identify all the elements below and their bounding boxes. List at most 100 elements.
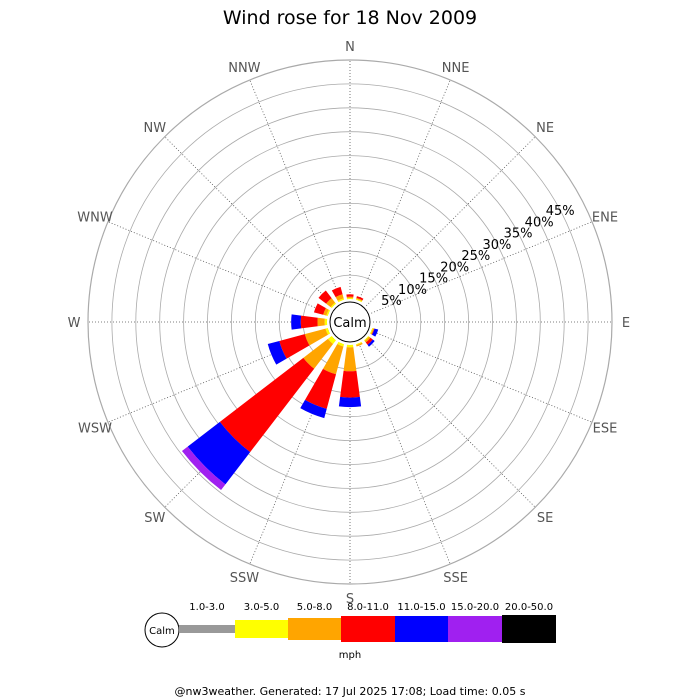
bar-se-bin-3 [365,337,373,345]
bar-nw-bin-3 [318,290,332,304]
bar-wsw-bin-1 [325,327,331,335]
bar-n-bin-2 [346,296,354,299]
bar-ese-bin-4 [371,328,379,337]
legend-swatch-1 [235,620,288,638]
wind-bars [181,286,379,491]
percent-labels: 5%10%15%20%25%30%35%40%45% [381,204,575,309]
bar-sw-bin-1 [327,336,336,345]
grid-ring [207,179,493,465]
legend-label-0: 1.0-3.0 [189,602,224,613]
bar-wnw-bin-1 [326,309,331,317]
bar-se-bin-1 [364,336,370,342]
direction-label-sse: SSE [443,571,468,586]
bar-nne-bin-1 [355,298,362,303]
calm-circle: Calm [329,301,371,343]
legend-label-1: 3.0-5.0 [244,602,279,613]
legend-unit: mph [339,650,361,661]
spoke-nnw [249,79,342,301]
direction-label-ene: ENE [592,210,618,225]
bar-nne-bin-3 [356,296,364,301]
direction-label-n: N [345,40,355,55]
grid-ring [183,155,517,489]
percent-label: 25% [461,249,490,264]
bar-ese-bin-3 [371,328,375,335]
bar-s-bin-1 [346,344,354,348]
legend-label-2: 5.0-8.0 [297,602,332,613]
bar-w-bin-3 [300,315,318,329]
direction-label-s: S [346,592,354,607]
legend-swatch-5 [448,616,502,642]
spoke-ese [371,330,593,423]
bar-ssw-bin-2 [322,343,344,375]
direction-label-nw: NW [144,121,167,136]
legend-swatch-0 [179,625,235,633]
bar-sse-bin-2 [356,342,363,347]
bar-ese-bin-1 [369,327,374,334]
bar-wsw-bin-3 [279,334,310,359]
bar-w-bin-2 [317,317,325,327]
grid-ring [159,131,541,513]
grid-ring [254,226,446,418]
direction-label-ese: ESE [593,422,618,437]
bar-nnw-bin-3 [331,286,343,298]
legend: Calm mph 1.0-3.0 3.0-5.0 5.0-8.0 8.0-11.0 11… [144,602,556,661]
bar-s-bin-3 [340,370,360,398]
legend-calm-label: Calm [149,626,175,637]
footer-text: @nw3weather. Generated: 17 Jul 2025 17:0… [175,685,526,698]
bar-se-bin-2 [364,336,371,343]
spoke-nw [164,136,335,307]
bar-nw-bin-1 [330,302,336,308]
bar-sw-bin-3 [219,357,315,453]
direction-label-ne: NE [536,121,554,136]
spoke-ne [365,136,536,307]
chart-title: Wind rose for 18 Nov 2009 [223,7,477,29]
spoke-se [365,337,536,508]
spoke-sse [358,343,451,565]
bar-se-bin-4 [367,339,375,347]
direction-label-wsw: WSW [78,422,112,437]
grid-ring [111,83,589,561]
legend-label-6: 20.0-50.0 [505,602,553,613]
bar-ese-bin-2 [370,328,375,335]
bar-nw-bin-2 [326,298,336,308]
grid-ring [135,107,565,537]
direction-label-e: E [622,316,630,331]
legend-swatch-4 [395,616,448,642]
bar-ssw-bin-1 [337,341,345,347]
legend-swatch-3 [341,616,395,642]
direction-label-wnw: WNW [77,210,113,225]
bar-s-bin-2 [343,347,357,372]
bar-w-bin-1 [324,318,328,326]
bar-nne-bin-2 [356,297,363,302]
spoke-wnw [107,221,329,314]
direction-label-w: W [68,316,81,331]
percent-label: 15% [419,272,448,287]
bar-wsw-bin-4 [267,340,287,365]
bar-ssw-bin-3 [305,368,337,409]
direction-label-nne: NNE [442,61,470,76]
legend-label-5: 15.0-20.0 [451,602,499,613]
legend-swatch-2 [288,618,341,640]
bar-wnw-bin-2 [323,308,329,316]
legend-swatch-6 [502,615,556,643]
bar-n-bin-3 [346,294,354,297]
direction-label-se: SE [537,511,553,526]
bar-s-bin-4 [338,396,362,408]
percent-label: 20% [440,260,469,275]
direction-label-sw: SW [144,511,165,526]
bar-sw-bin-5 [181,446,226,491]
bar-n-bin-1 [346,298,354,300]
bar-nnw-bin-2 [335,294,344,301]
legend-label-3: 8.0-11.0 [347,602,389,613]
bar-sw-bin-2 [303,338,334,369]
percent-label: 5% [381,294,402,309]
bar-sse-bin-1 [355,341,362,346]
spoke-nne [358,79,451,301]
direction-labels: N NNE NE ENE E ESE SE SSE S SSW SW WSW W WNW NW NNW [68,40,631,607]
spoke-ene [371,221,593,314]
legend-label-4: 11.0-15.0 [397,602,445,613]
bar-w-bin-4 [291,314,302,330]
bar-wsw-bin-2 [304,328,329,346]
bar-ssw-bin-4 [300,399,327,419]
